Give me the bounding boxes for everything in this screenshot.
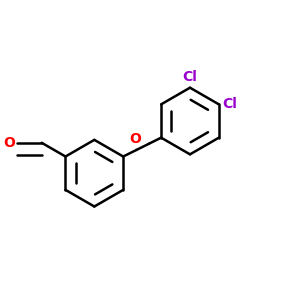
Text: O: O xyxy=(4,136,16,150)
Text: Cl: Cl xyxy=(183,70,197,84)
Text: O: O xyxy=(129,132,141,145)
Text: Cl: Cl xyxy=(222,98,237,111)
